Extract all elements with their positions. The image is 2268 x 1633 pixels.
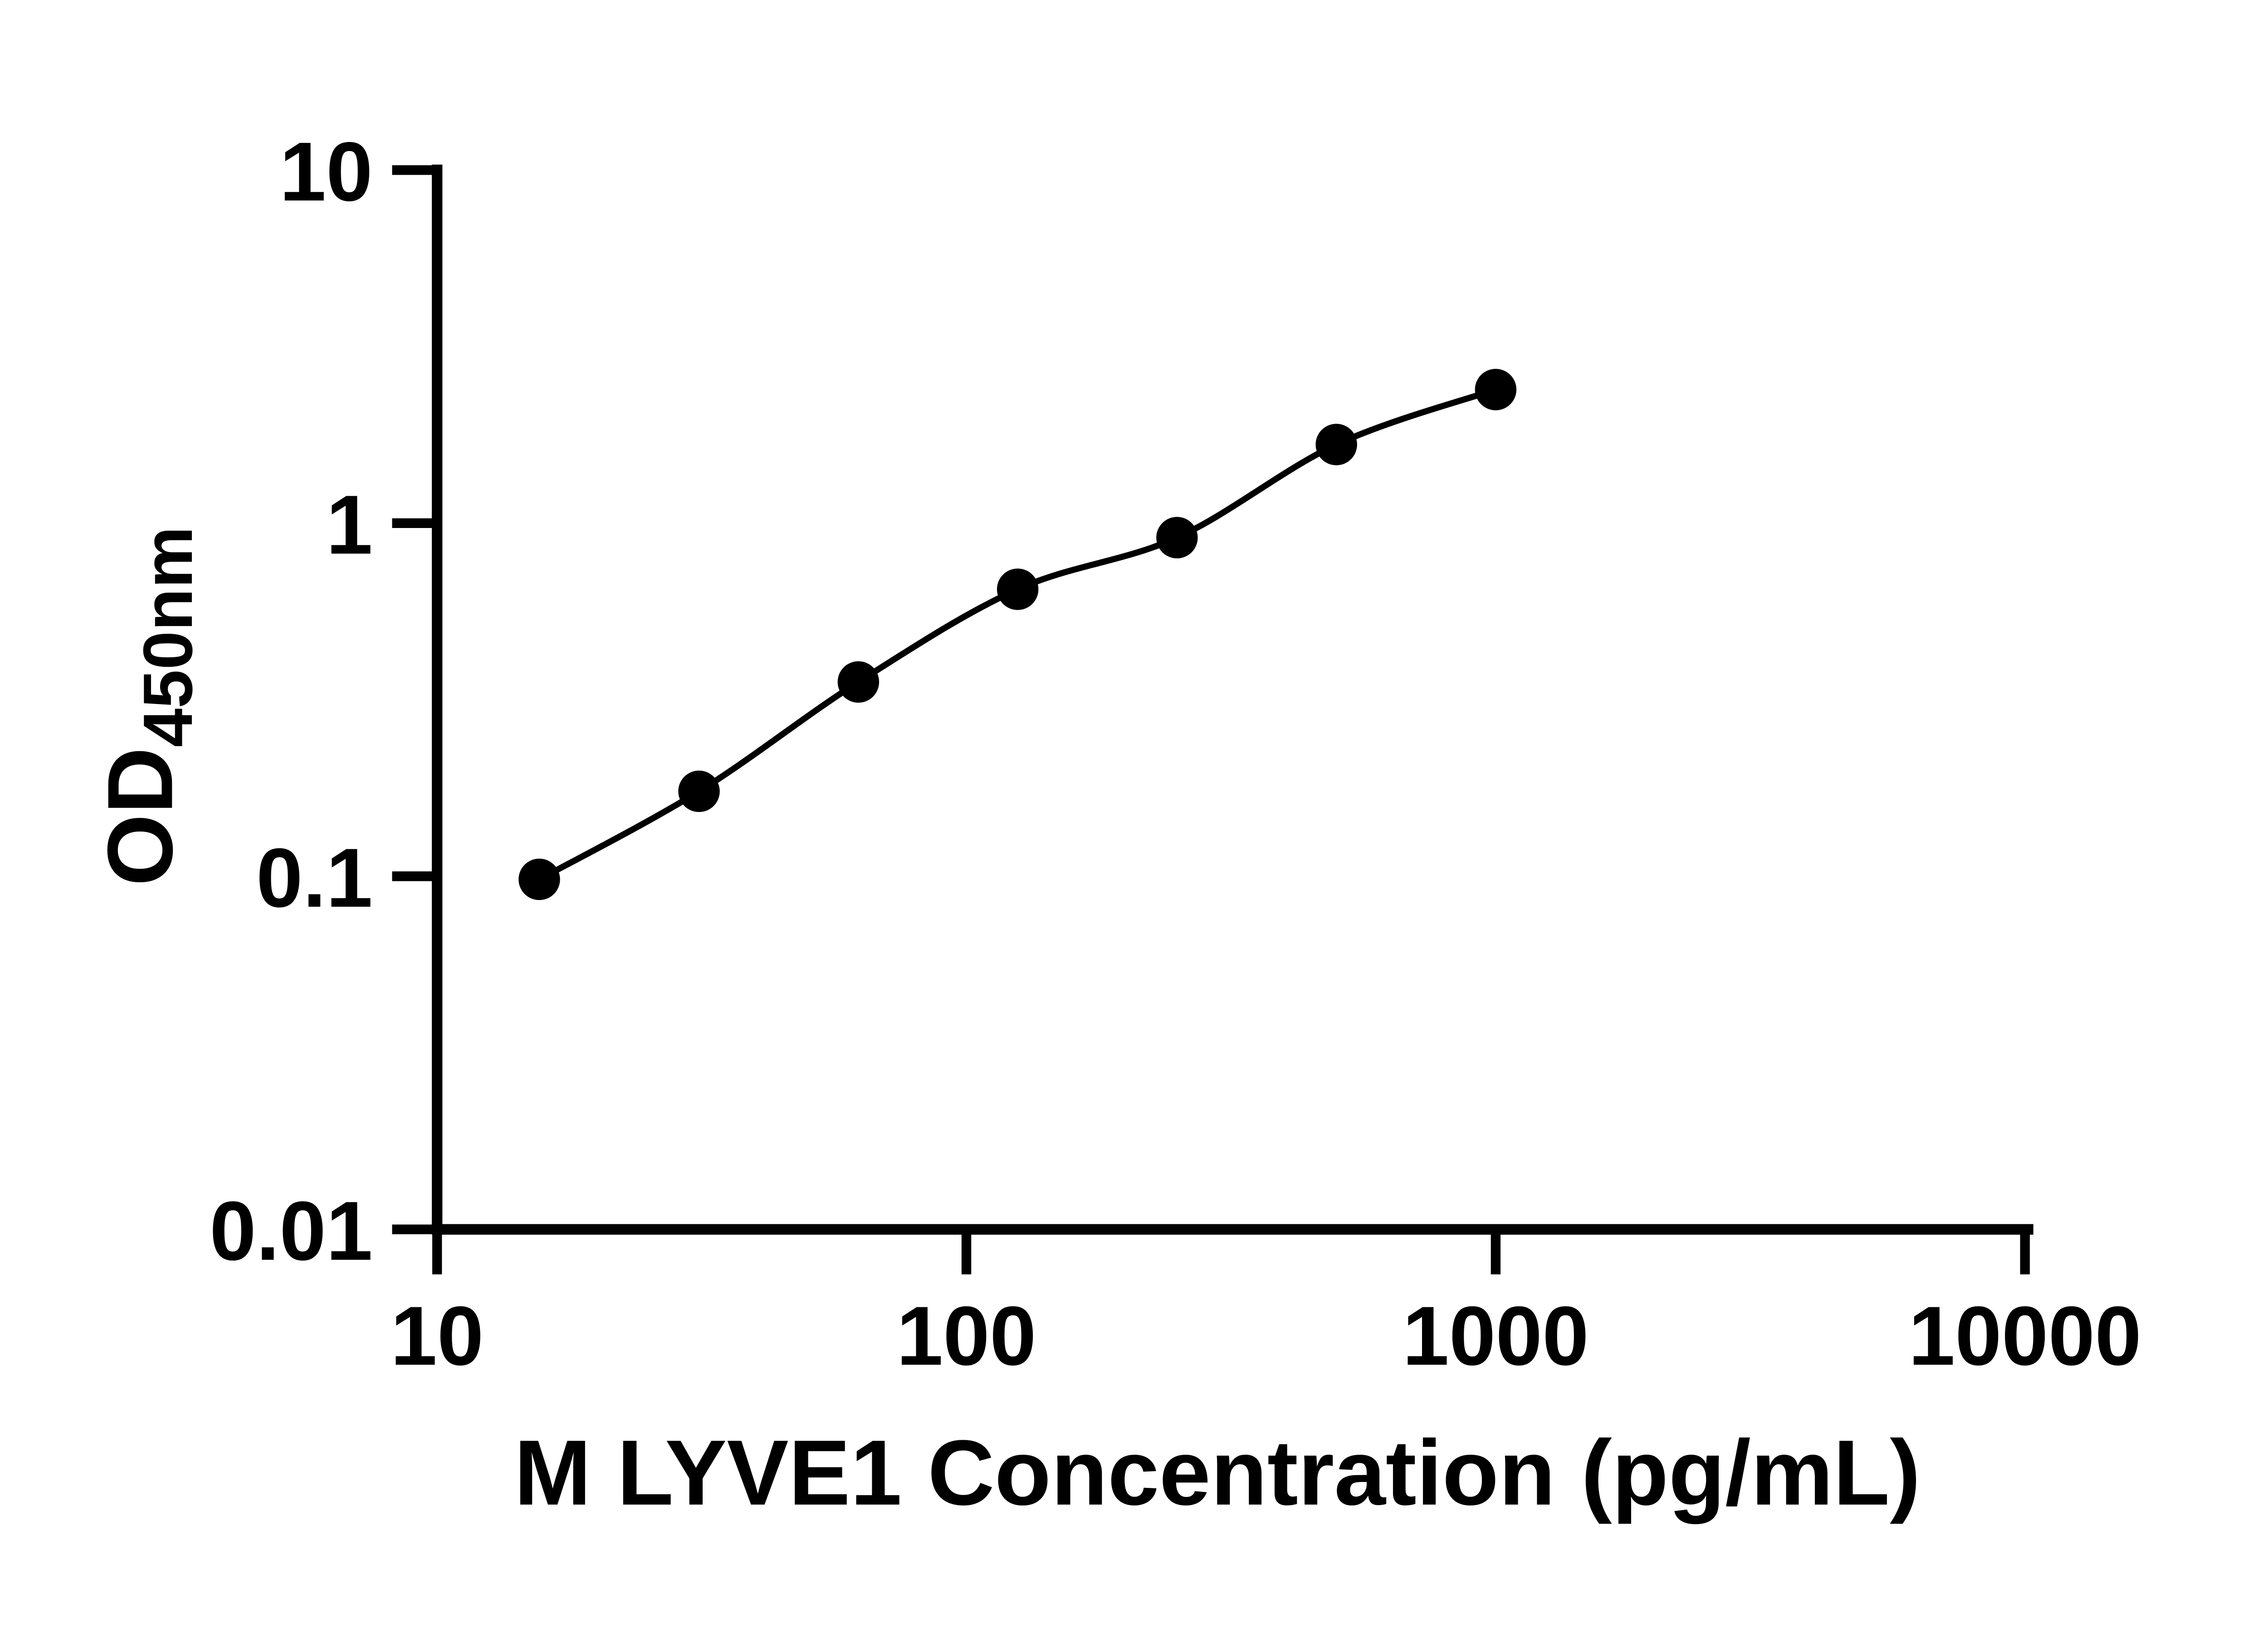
data-point — [518, 858, 560, 900]
y-axis-title-prefix: OD — [88, 747, 192, 886]
y-tick-label: 1 — [326, 478, 373, 572]
standard-curve-line — [538, 386, 1497, 882]
data-point — [1156, 517, 1198, 558]
y-tick-label: 0.01 — [210, 1184, 373, 1278]
data-point — [1475, 369, 1517, 411]
y-tick-label: 10 — [279, 125, 373, 219]
y-tick-label: 0.1 — [256, 831, 373, 925]
x-tick-label: 1000 — [1403, 1290, 1589, 1383]
x-axis-title: M LYVE1 Concentration (pg/mL) — [514, 1421, 1921, 1525]
y-axis-tick-labels: 10 1 0.1 0.01 — [210, 125, 373, 1278]
data-point — [678, 770, 720, 812]
x-tick-label: 10000 — [1908, 1290, 2141, 1383]
x-tick-label: 10 — [391, 1290, 484, 1383]
x-axis-ticks — [432, 1229, 2030, 1275]
data-point — [837, 661, 880, 703]
y-axis-title: OD450nm — [88, 526, 207, 886]
x-axis: 10 100 1000 10000 M LYVE1 Concentration (pg… — [391, 1224, 2141, 1525]
y-axis-ticks — [392, 165, 437, 1234]
y-axis-title-subscript: 450nm — [129, 526, 207, 747]
x-axis-tick-labels: 10 100 1000 10000 — [391, 1290, 2141, 1383]
data-points — [518, 369, 1517, 900]
x-tick-label: 100 — [896, 1290, 1036, 1383]
y-axis: 10 1 0.1 0.01 OD450nm — [88, 125, 443, 1278]
data-point — [1315, 424, 1357, 465]
data-point — [997, 568, 1039, 610]
